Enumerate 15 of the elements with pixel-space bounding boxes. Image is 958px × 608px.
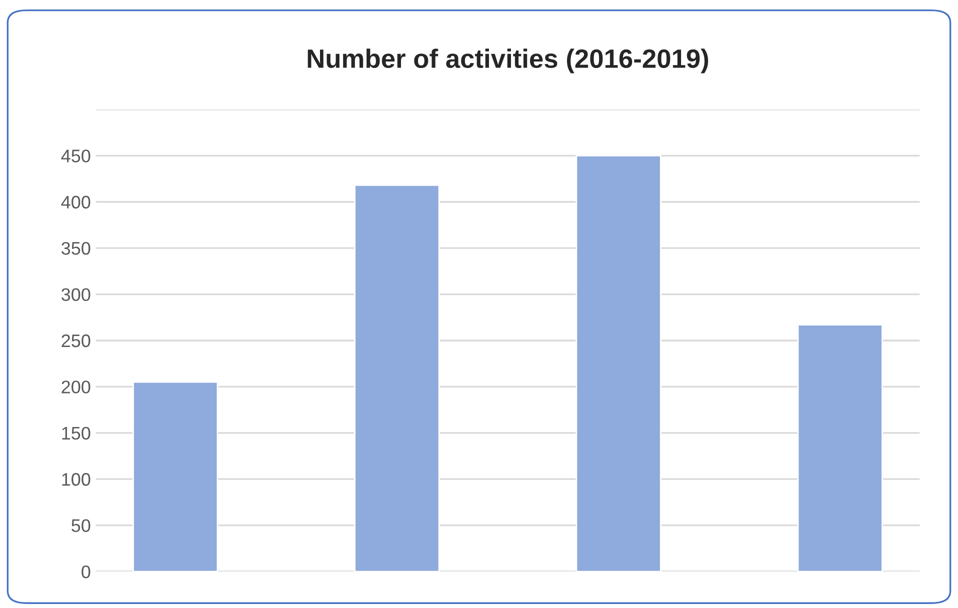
chart-title: Number of activities (2016-2019): [308, 48, 708, 74]
y-tick-label: 400: [61, 196, 90, 209]
bar: [132, 381, 218, 572]
y-tick-label: 300: [62, 288, 90, 301]
y-tick-label: 50: [72, 519, 90, 532]
bar: [797, 324, 883, 572]
y-tick-label: 350: [62, 242, 90, 255]
y-tick-label: 200: [62, 380, 90, 394]
y-tick-label: 150: [62, 426, 90, 440]
y-tick-label: 450: [61, 150, 90, 162]
bar: [354, 184, 440, 572]
y-tick-label: 100: [62, 473, 90, 486]
y-tick-label: 0: [82, 565, 90, 578]
y-tick-label: 250: [62, 334, 90, 348]
bar: [576, 154, 662, 572]
